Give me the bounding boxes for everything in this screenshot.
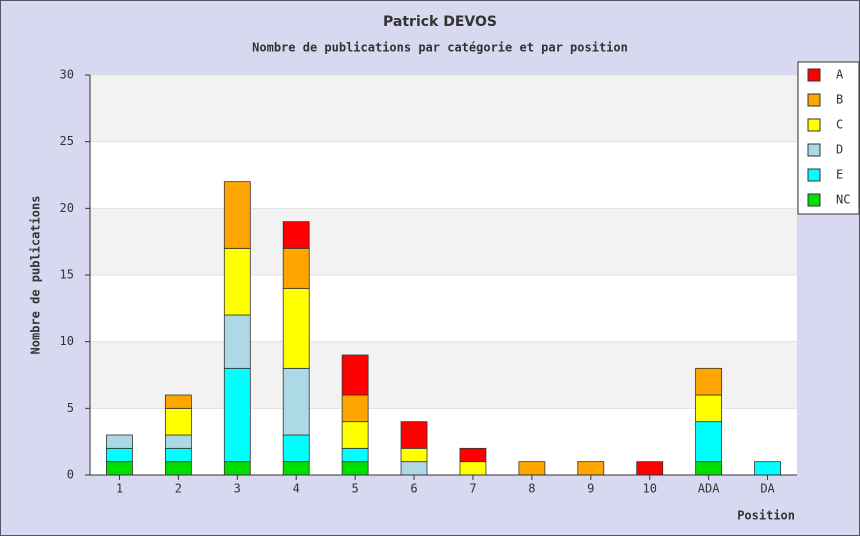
bar-segment <box>282 287 310 369</box>
x-tick-label: 2 <box>175 482 182 496</box>
grid-band <box>90 341 797 409</box>
bar-segment <box>282 461 310 476</box>
y-tick-label: 20 <box>60 201 74 215</box>
bar-segment <box>341 354 369 396</box>
x-tick-label: 10 <box>642 482 656 496</box>
bar-segment <box>341 421 369 449</box>
legend-swatch <box>807 93 821 107</box>
bar-segment <box>223 181 251 249</box>
legend-label: B <box>836 93 843 107</box>
bar-segment <box>400 461 428 476</box>
bar-segment <box>164 447 192 463</box>
bar-segment <box>636 461 664 476</box>
bar-segment <box>695 421 723 463</box>
legend-label: C <box>836 118 843 132</box>
bar-segment <box>341 447 369 463</box>
bar-segment <box>282 434 310 463</box>
bar-segment <box>106 434 133 449</box>
y-tick-label: 25 <box>60 134 74 148</box>
bar-segment <box>164 394 192 409</box>
bar-segment <box>282 367 310 436</box>
bar-segment <box>164 461 192 476</box>
bar-segment <box>223 367 251 463</box>
bar-segment <box>223 314 251 369</box>
legend-swatch <box>807 143 821 157</box>
bar-segment <box>695 461 723 476</box>
legend-label: A <box>836 68 844 82</box>
legend-label: E <box>836 168 843 182</box>
x-tick-label: 7 <box>469 482 476 496</box>
bar-segment <box>282 221 310 249</box>
y-tick-label: 10 <box>60 334 74 348</box>
legend-swatch <box>807 168 821 182</box>
y-tick-label: 5 <box>67 401 74 415</box>
bar-segment <box>282 247 310 289</box>
bar-segment <box>695 367 723 396</box>
bar-segment <box>106 447 133 463</box>
legend-label: NC <box>836 193 850 207</box>
y-tick-label: 15 <box>60 268 74 282</box>
bar-segment <box>106 461 133 476</box>
x-axis-label: Position <box>737 509 795 523</box>
y-tick-label: 0 <box>67 468 74 482</box>
bar-segment <box>459 461 487 476</box>
bar-segment <box>577 461 605 476</box>
bar-segment <box>341 394 369 423</box>
bar-segment <box>164 407 192 436</box>
bar-segment <box>754 461 781 476</box>
x-tick-label: 6 <box>410 482 417 496</box>
x-tick-label: 1 <box>116 482 123 496</box>
bar-segment <box>695 394 723 423</box>
chart-subtitle: Nombre de publications par catégorie et … <box>252 41 628 55</box>
bar-segment <box>341 461 369 476</box>
bar-segment <box>164 434 192 449</box>
x-tick-label: 4 <box>293 482 300 496</box>
bar-segment <box>400 447 428 463</box>
bar-segment <box>459 447 487 463</box>
grid-band <box>90 208 797 275</box>
x-tick-label: 8 <box>528 482 535 496</box>
y-axis-label: Nombre de publications <box>29 196 43 355</box>
x-tick-label: ADA <box>698 482 720 496</box>
legend-box <box>797 61 860 215</box>
x-tick-label: 5 <box>352 482 359 496</box>
x-tick-label: 9 <box>587 482 594 496</box>
bar-segment <box>518 461 546 476</box>
bar-segment <box>223 247 251 316</box>
y-tick-label: 30 <box>60 68 74 82</box>
bar-segment <box>223 461 251 476</box>
x-tick-label: 3 <box>234 482 241 496</box>
legend-swatch <box>807 118 821 132</box>
legend-swatch <box>807 193 821 207</box>
x-tick-label: DA <box>760 482 775 496</box>
legend-swatch <box>807 68 821 82</box>
legend-label: D <box>836 143 843 157</box>
chart-title: Patrick DEVOS <box>383 14 497 30</box>
bar-segment <box>400 421 428 449</box>
grid-band <box>90 75 797 142</box>
